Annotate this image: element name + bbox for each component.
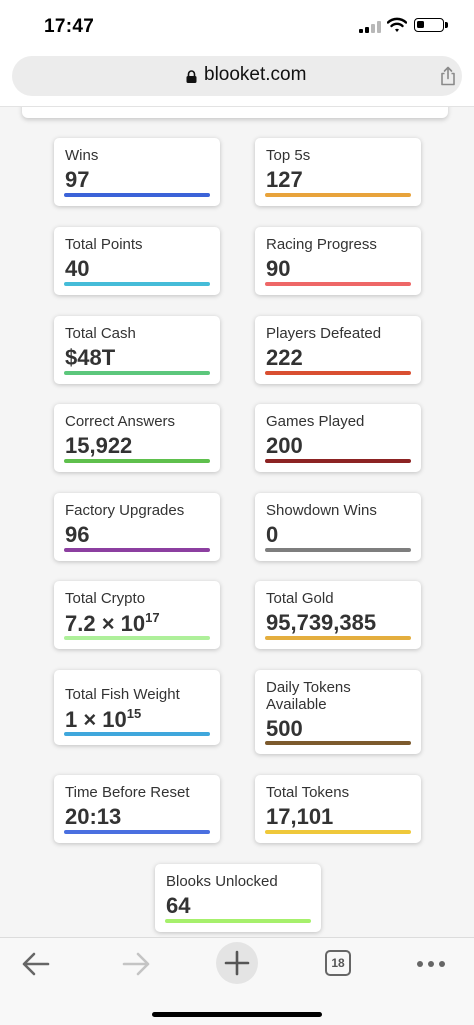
stat-card-showdown-wins: Showdown Wins 0 <box>255 493 421 561</box>
home-indicator <box>152 1012 322 1017</box>
stat-card-top-5s: Top 5s 127 <box>255 138 421 206</box>
stat-label: Total Fish Weight <box>65 686 180 703</box>
stat-card-total-tokens: Total Tokens 17,101 <box>255 775 421 843</box>
stat-label: Total Tokens <box>266 784 350 801</box>
stat-color-bar <box>64 371 210 375</box>
stat-card-time-before-reset: Time Before Reset 20:13 <box>54 775 220 843</box>
stat-color-bar <box>265 636 411 640</box>
stat-color-bar <box>265 282 411 286</box>
stat-color-bar <box>265 830 411 834</box>
stat-label: Games Played <box>266 413 365 430</box>
stat-value: 95,739,385 <box>266 610 377 635</box>
stat-value: 64 <box>166 893 191 918</box>
stat-label: Time Before Reset <box>65 784 190 801</box>
lock-icon <box>186 70 197 83</box>
stat-value: 1 × 1015 <box>65 706 141 733</box>
stat-value: 40 <box>65 256 90 281</box>
stat-value-base: 1 × 10 <box>65 707 127 732</box>
stat-value: 17,101 <box>266 804 334 829</box>
stat-color-bar <box>265 371 411 375</box>
stat-value-exponent: 15 <box>126 706 142 721</box>
address-bar[interactable]: blooket.com <box>12 56 462 96</box>
stat-label: Players Defeated <box>266 325 382 342</box>
stat-value-base: 7.2 × 10 <box>65 611 146 636</box>
stat-label: Factory Upgrades <box>65 502 185 519</box>
more-dots-icon[interactable] <box>411 946 451 982</box>
stat-label: Top 5s <box>266 147 311 164</box>
stat-value: 500 <box>266 716 303 741</box>
page-divider <box>0 106 474 107</box>
stat-card-total-gold: Total Gold 95,739,385 <box>255 581 421 649</box>
stat-label: Total Cash <box>65 325 136 342</box>
stat-value: 15,922 <box>65 433 133 458</box>
browser-toolbar: 18 <box>0 937 474 1025</box>
stat-card-factory-upgrades: Factory Upgrades 96 <box>54 493 220 561</box>
stat-label: Daily Tokens Available <box>266 679 351 713</box>
stat-color-bar <box>64 548 210 552</box>
stat-label: Total Gold <box>266 590 334 607</box>
stats-page: Wins 97 Top 5s 127 Total Points 40 Racin… <box>0 107 474 937</box>
stat-card-total-crypto: Total Crypto 7.2 × 1017 <box>54 581 220 649</box>
stat-value: 20:13 <box>65 804 122 829</box>
status-time: 17:47 <box>44 16 95 37</box>
stat-color-bar <box>265 741 411 745</box>
stat-color-bar <box>64 732 210 736</box>
stat-color-bar <box>64 282 210 286</box>
stat-value: 90 <box>266 256 291 281</box>
stat-card-racing-progress: Racing Progress 90 <box>255 227 421 295</box>
stat-card-players-defeated: Players Defeated 222 <box>255 316 421 384</box>
stat-card-total-cash: Total Cash $48T <box>54 316 220 384</box>
stat-color-bar <box>265 459 411 463</box>
stat-color-bar <box>64 193 210 197</box>
stat-label: Showdown Wins <box>266 502 377 519</box>
tabs-icon: 18 <box>325 950 351 976</box>
new-tab-plus-icon <box>224 950 250 976</box>
status-bar: 17:47 <box>0 0 474 52</box>
stat-color-bar <box>265 548 411 552</box>
stat-value: 0 <box>266 522 279 547</box>
stat-card-total-fish-weight: Total Fish Weight 1 × 1015 <box>54 670 220 745</box>
stat-value: 222 <box>266 345 303 370</box>
stat-card-total-points: Total Points 40 <box>54 227 220 295</box>
url-text[interactable]: blooket.com <box>204 64 307 85</box>
stat-label: Total Crypto <box>65 590 146 607</box>
stat-color-bar <box>64 636 210 640</box>
stat-color-bar <box>64 459 210 463</box>
forward-arrow-icon[interactable] <box>116 946 156 982</box>
new-tab-button[interactable] <box>216 942 258 984</box>
stat-card-daily-tokens-available: Daily Tokens Available 500 <box>255 670 421 754</box>
battery-tip <box>445 22 448 28</box>
stat-label: Total Points <box>65 236 143 253</box>
stat-value: 96 <box>65 522 90 547</box>
stat-color-bar <box>265 193 411 197</box>
stat-label: Correct Answers <box>65 413 176 430</box>
stat-color-bar <box>165 919 311 923</box>
wifi-icon <box>387 17 407 32</box>
stat-color-bar <box>64 830 210 834</box>
stat-card-correct-answers: Correct Answers 15,922 <box>54 404 220 472</box>
profile-card-bottom-edge <box>22 107 448 118</box>
tabs-button[interactable]: 18 <box>325 950 351 976</box>
stat-label: Wins <box>65 147 99 164</box>
stat-value: 97 <box>65 167 90 192</box>
stat-value: $48T <box>65 345 116 370</box>
stat-label: Racing Progress <box>266 236 377 253</box>
stat-label: Blooks Unlocked <box>166 873 278 890</box>
stat-value: 200 <box>266 433 303 458</box>
stat-card-games-played: Games Played 200 <box>255 404 421 472</box>
battery-icon <box>414 18 444 32</box>
stat-card-wins: Wins 97 <box>54 138 220 206</box>
stat-value: 127 <box>266 167 303 192</box>
stat-value: 7.2 × 1017 <box>65 610 160 637</box>
back-arrow-icon[interactable] <box>16 946 56 982</box>
stat-value-exponent: 17 <box>145 610 160 625</box>
cellular-signal-icon <box>359 21 381 33</box>
share-icon[interactable] <box>438 66 458 86</box>
stat-card-blooks-unlocked: Blooks Unlocked 64 <box>155 864 321 932</box>
